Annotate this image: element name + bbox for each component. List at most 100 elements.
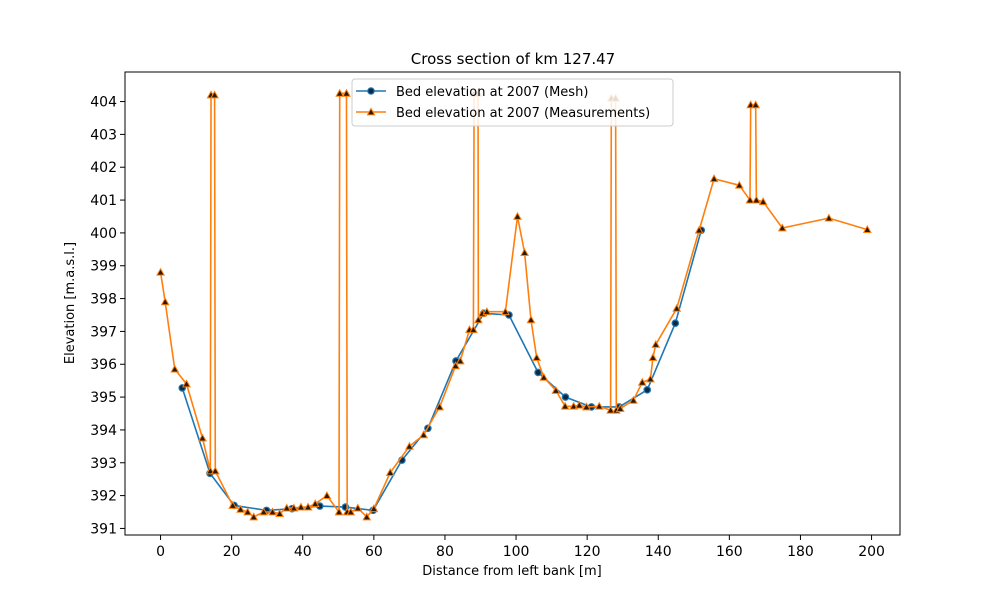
- chart-title: Cross section of km 127.47: [411, 50, 615, 68]
- data-point: [672, 303, 682, 312]
- data-point: [419, 430, 429, 439]
- y-tick-label: 391: [90, 521, 117, 537]
- data-point: [648, 353, 658, 362]
- legend-label: Bed elevation at 2007 (Mesh): [396, 85, 588, 100]
- x-tick-label: 160: [716, 544, 743, 560]
- y-axis-title: Elevation [m.a.s.l.]: [63, 242, 78, 364]
- data-point: [534, 368, 542, 377]
- data-point: [581, 402, 591, 411]
- series-layer: [156, 88, 872, 521]
- data-point: [615, 403, 625, 412]
- data-point: [734, 180, 744, 189]
- x-tick-label: 180: [787, 544, 814, 560]
- data-point: [296, 502, 306, 511]
- data-point: [473, 315, 483, 324]
- x-tick-label: 40: [294, 544, 312, 560]
- data-point: [455, 356, 465, 365]
- legend-item: Bed elevation at 2007 (Mesh): [356, 85, 588, 100]
- series-mesh: [178, 226, 706, 515]
- data-point: [435, 402, 445, 411]
- data-point: [560, 401, 570, 410]
- data-point: [228, 500, 238, 509]
- data-point: [289, 503, 299, 512]
- series-line: [159, 92, 868, 518]
- data-point: [335, 88, 345, 97]
- x-tick-label: 120: [574, 544, 601, 560]
- data-point: [468, 325, 478, 334]
- data-point: [282, 503, 292, 512]
- data-point: [275, 509, 285, 518]
- data-point: [243, 507, 253, 516]
- x-axis: 0 20 40 60 80 100 120 140 160 180 200: [156, 535, 885, 560]
- series-line: [181, 230, 703, 512]
- x-tick-label: 140: [645, 544, 672, 560]
- data-point: [342, 88, 351, 97]
- data-point: [758, 197, 768, 206]
- y-tick-label: 393: [90, 456, 117, 472]
- data-point: [751, 195, 761, 204]
- data-point: [645, 374, 655, 383]
- x-tick-label: 60: [365, 544, 383, 560]
- data-point: [334, 507, 344, 516]
- x-tick-label: 100: [503, 544, 530, 560]
- y-tick-label: 394: [90, 423, 117, 439]
- y-tick-label: 398: [90, 292, 117, 308]
- data-point: [671, 319, 680, 328]
- x-axis-title: Distance from left bank [m]: [422, 564, 601, 579]
- y-tick-label: 403: [90, 127, 117, 143]
- data-point: [346, 507, 356, 516]
- data-point: [210, 90, 220, 99]
- data-point: [249, 512, 259, 521]
- data-point: [369, 504, 379, 513]
- data-point: [569, 401, 579, 410]
- data-point: [777, 223, 787, 232]
- data-point: [526, 315, 536, 324]
- y-tick-label: 392: [90, 489, 117, 505]
- data-point: [574, 400, 584, 409]
- data-point: [362, 512, 372, 521]
- data-point: [651, 339, 661, 348]
- data-point: [628, 395, 638, 404]
- data-point: [539, 372, 549, 381]
- data-point: [482, 307, 492, 316]
- data-point: [236, 504, 245, 513]
- data-point: [561, 393, 570, 401]
- y-axis: 391 392 393 394 395 396 397 398 399 400 401 402 403 4…: [90, 95, 125, 537]
- data-point: [500, 307, 510, 316]
- legend-label: Bed elevation at 2007 (Measurements): [396, 106, 650, 121]
- data-point: [862, 224, 872, 233]
- data-point: [322, 490, 332, 499]
- data-point: [451, 361, 461, 370]
- y-tick-label: 396: [90, 357, 117, 373]
- x-tick-label: 20: [223, 544, 241, 560]
- data-point: [709, 174, 719, 183]
- data-point: [520, 247, 530, 256]
- x-tick-label: 200: [858, 544, 885, 560]
- data-point: [210, 466, 220, 475]
- data-point: [310, 499, 320, 508]
- data-point: [751, 100, 761, 109]
- legend-item: Bed elevation at 2007 (Measurements): [356, 106, 650, 121]
- data-point: [643, 386, 652, 394]
- data-point: [367, 87, 375, 95]
- data-point: [366, 107, 376, 116]
- y-tick-label: 402: [90, 160, 117, 176]
- x-tick-label: 80: [436, 544, 454, 560]
- y-tick-label: 399: [90, 259, 117, 275]
- data-point: [156, 267, 166, 276]
- data-point: [594, 401, 604, 410]
- y-tick-label: 401: [90, 193, 117, 209]
- legend: Bed elevation at 2007 (Mesh) Bed elevatio…: [351, 78, 674, 127]
- data-point: [259, 507, 269, 516]
- x-tick-label: 0: [156, 544, 165, 560]
- series-measurements: [156, 88, 872, 521]
- y-tick-label: 404: [90, 95, 117, 111]
- y-tick-label: 395: [90, 390, 117, 406]
- data-point: [404, 441, 414, 450]
- legend-box: [351, 78, 674, 127]
- data-point: [637, 377, 647, 386]
- data-point: [532, 353, 542, 362]
- data-point: [551, 385, 561, 394]
